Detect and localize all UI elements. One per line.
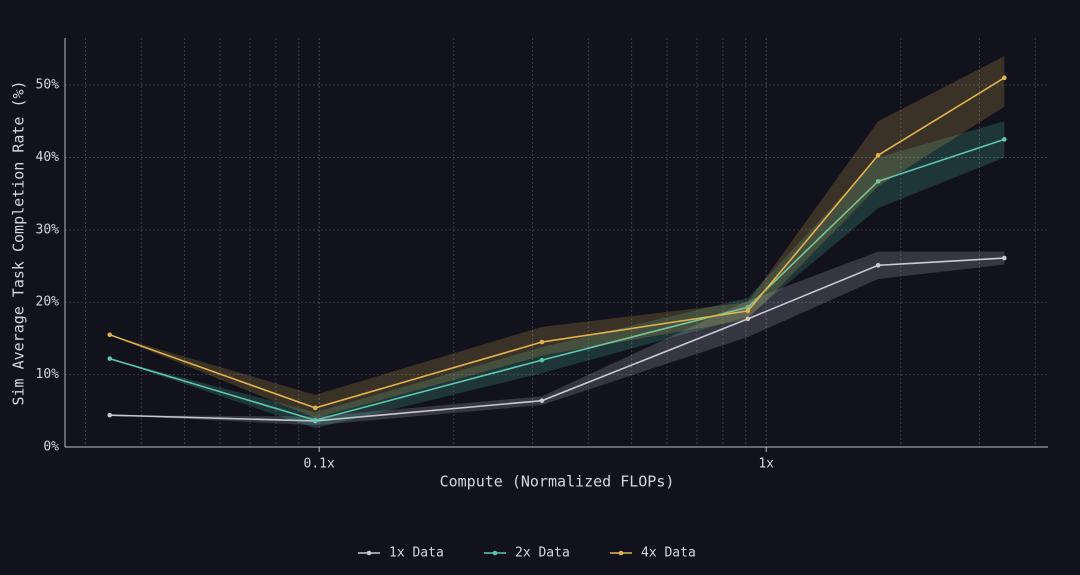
data-point <box>1002 75 1007 81</box>
y-axis-label: Sim Average Task Completion Rate (%) <box>10 80 28 405</box>
legend-marker <box>492 550 498 556</box>
data-point <box>745 316 751 322</box>
legend-marker <box>366 550 372 556</box>
data-point <box>312 417 318 423</box>
legend-label: 4x Data <box>641 546 696 561</box>
data-point <box>107 412 113 418</box>
data-point <box>107 356 113 361</box>
y-tick-label: 50% <box>36 78 60 93</box>
x-tick-label: 0.1x <box>304 457 335 472</box>
data-point <box>1002 255 1007 261</box>
data-point <box>1002 137 1007 142</box>
data-point <box>875 152 881 158</box>
y-tick-label: 30% <box>36 222 60 237</box>
data-point <box>875 179 881 184</box>
legend-label: 2x Data <box>515 546 570 561</box>
legend-label: 1x Data <box>389 546 444 561</box>
series-line <box>109 77 1005 409</box>
x-tick-label: 1x <box>758 457 774 472</box>
confidence-band <box>109 121 1005 429</box>
x-axis-label: Compute (Normalized FLOPs) <box>440 473 675 491</box>
y-tick-label: 20% <box>36 295 60 310</box>
legend-marker <box>618 550 624 556</box>
data-point <box>312 405 318 411</box>
data-point <box>539 398 545 403</box>
confidence-band <box>109 251 1005 426</box>
data-point <box>539 357 545 363</box>
data-point <box>875 263 881 268</box>
confidence-band <box>109 56 1005 419</box>
data-point <box>745 308 751 314</box>
y-tick-label: 0% <box>43 440 59 455</box>
y-tick-label: 40% <box>36 150 60 165</box>
series-line <box>109 257 1005 422</box>
y-tick-label: 10% <box>36 367 60 382</box>
series-line <box>109 138 1005 422</box>
data-point <box>107 332 113 338</box>
data-point <box>539 339 545 345</box>
